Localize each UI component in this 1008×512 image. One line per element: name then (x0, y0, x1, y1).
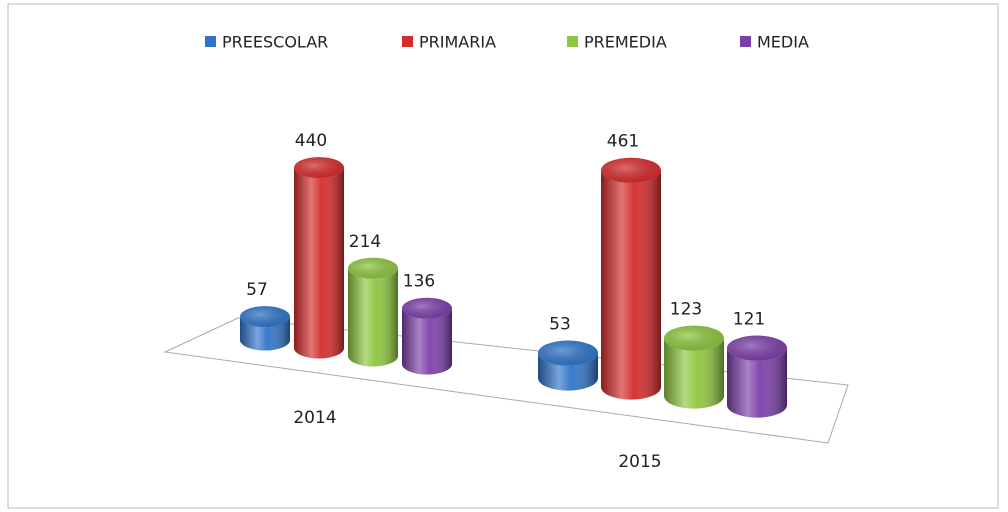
bar-top-shade (348, 257, 398, 279)
chart-frame (7, 3, 999, 509)
bar-top-shade (294, 157, 344, 179)
bar-shade (538, 353, 598, 391)
bar-top-shade (727, 335, 787, 361)
value-label: 53 (549, 314, 571, 334)
value-label: 57 (246, 280, 268, 300)
bar-top-shade (240, 306, 290, 328)
legend-label: PREMEDIA (584, 33, 667, 52)
legend-label: PRIMARIA (419, 33, 496, 52)
bar-top-shade (402, 297, 452, 319)
legend-swatch (740, 36, 751, 47)
bar-shade (601, 170, 661, 400)
bar-shade (727, 348, 787, 418)
legend-swatch (567, 36, 578, 47)
value-label: 440 (295, 131, 327, 151)
value-label: 121 (733, 310, 765, 330)
legend-swatch (402, 36, 413, 47)
value-label: 123 (670, 300, 702, 320)
bar-shade (240, 316, 290, 351)
bar-top-shade (538, 340, 598, 366)
category-label: 2014 (293, 408, 336, 428)
legend-swatch (205, 36, 216, 47)
bar-top-shade (601, 157, 661, 183)
value-label: 214 (349, 232, 381, 252)
legend-label: PREESCOLAR (222, 33, 328, 52)
bar-shade (294, 167, 344, 359)
bar-shade (348, 268, 398, 367)
bar-shade (402, 308, 452, 375)
value-label: 461 (607, 132, 639, 152)
bar-shade (664, 338, 724, 409)
bar-top-shade (664, 325, 724, 351)
legend-label: MEDIA (757, 33, 809, 52)
category-label: 2015 (618, 452, 661, 472)
value-label: 136 (403, 272, 435, 292)
